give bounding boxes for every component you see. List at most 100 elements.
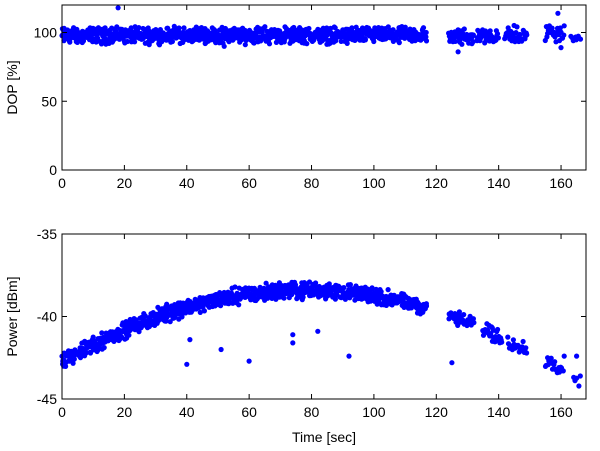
data-point (179, 314, 185, 320)
data-point (300, 294, 306, 300)
data-point (520, 338, 526, 345)
data-point (423, 38, 430, 44)
data-point (347, 282, 353, 288)
data-point (524, 350, 530, 356)
data-point (456, 309, 462, 315)
data-point (524, 32, 530, 38)
data-point (561, 23, 567, 29)
data-point (548, 355, 554, 361)
data-point (101, 345, 107, 351)
data-point (369, 285, 375, 291)
data-point (332, 296, 338, 302)
data-point (315, 328, 321, 334)
data-point (218, 303, 224, 309)
y-tick-label: -45 (37, 391, 57, 407)
data-point (577, 373, 583, 379)
data-point (124, 38, 130, 45)
x-tick-label: 80 (304, 175, 320, 191)
x-tick-label: 100 (362, 175, 386, 191)
x-axis-ticks: 0 20 40 60 80 100 120 140 160 (58, 5, 573, 191)
data-point (371, 38, 377, 45)
x-tick-label: 100 (362, 404, 386, 420)
x-tick-label: 0 (58, 404, 66, 420)
data-point (552, 359, 558, 365)
data-point (549, 25, 555, 31)
y-tick-label: 50 (41, 93, 57, 109)
data-point (242, 42, 248, 48)
x-tick-label: 60 (241, 175, 257, 191)
data-points (59, 5, 584, 55)
x-tick-label: 60 (241, 404, 257, 420)
data-point (346, 353, 352, 359)
data-point (561, 32, 567, 38)
y-tick-label: -40 (37, 309, 57, 325)
data-point (197, 309, 203, 315)
data-point (169, 38, 175, 45)
data-point (517, 31, 523, 38)
data-point (385, 287, 391, 293)
data-point (514, 24, 520, 30)
data-point (306, 25, 312, 32)
x-tick-label: 80 (304, 404, 320, 420)
x-tick-label: 40 (179, 175, 195, 191)
data-point (561, 353, 567, 359)
data-point (423, 303, 430, 309)
data-point (558, 45, 564, 51)
x-tick-label: 140 (487, 404, 511, 420)
data-point (470, 39, 476, 45)
data-point (396, 40, 402, 46)
data-point (187, 337, 193, 343)
data-point (461, 26, 467, 32)
data-point (452, 38, 458, 45)
data-point (523, 345, 529, 351)
x-tick-label: 0 (58, 175, 66, 191)
data-point (136, 25, 142, 31)
y-tick-label: 0 (49, 162, 57, 178)
data-point (80, 38, 87, 44)
data-point (184, 361, 190, 367)
data-point (341, 285, 347, 291)
data-point (290, 340, 296, 346)
data-point (349, 25, 355, 31)
data-point (102, 25, 108, 31)
data-point (344, 40, 350, 47)
data-point (390, 27, 396, 33)
data-point (471, 320, 477, 326)
data-point (505, 25, 511, 31)
data-point (555, 10, 561, 16)
data-point (246, 358, 252, 364)
dop-chart-panel: 0 20 40 60 80 100 120 140 160 0 50 100 DOP [%] (4, 4, 587, 191)
data-point (574, 353, 580, 359)
data-point (383, 302, 389, 308)
x-tick-label: 120 (425, 404, 449, 420)
data-point (461, 312, 467, 318)
data-point (126, 332, 132, 338)
data-point (181, 25, 187, 31)
data-point (455, 49, 461, 55)
data-points (59, 279, 583, 389)
data-point (362, 37, 368, 43)
data-point (576, 383, 582, 389)
y-tick-label: -35 (37, 226, 57, 242)
data-point (313, 280, 319, 286)
data-point (423, 34, 429, 40)
data-point (70, 360, 76, 366)
data-point (63, 363, 69, 369)
data-point (487, 28, 493, 34)
data-point (90, 334, 96, 340)
data-point (167, 319, 173, 325)
y-axis-label: Power [dBm] (4, 276, 20, 356)
data-point (423, 29, 429, 36)
data-point (513, 29, 519, 36)
x-tick-label: 140 (487, 175, 511, 191)
power-chart-panel: 0 20 40 60 80 100 120 140 160 -45 -40 -35 Power [dBm… (4, 226, 587, 445)
data-point (201, 308, 207, 314)
data-point (266, 41, 273, 47)
data-point (176, 25, 182, 31)
data-point (552, 34, 558, 40)
data-point (263, 280, 269, 286)
data-point (494, 31, 501, 37)
data-point (577, 36, 584, 42)
data-point (132, 39, 138, 45)
data-point (557, 25, 563, 31)
